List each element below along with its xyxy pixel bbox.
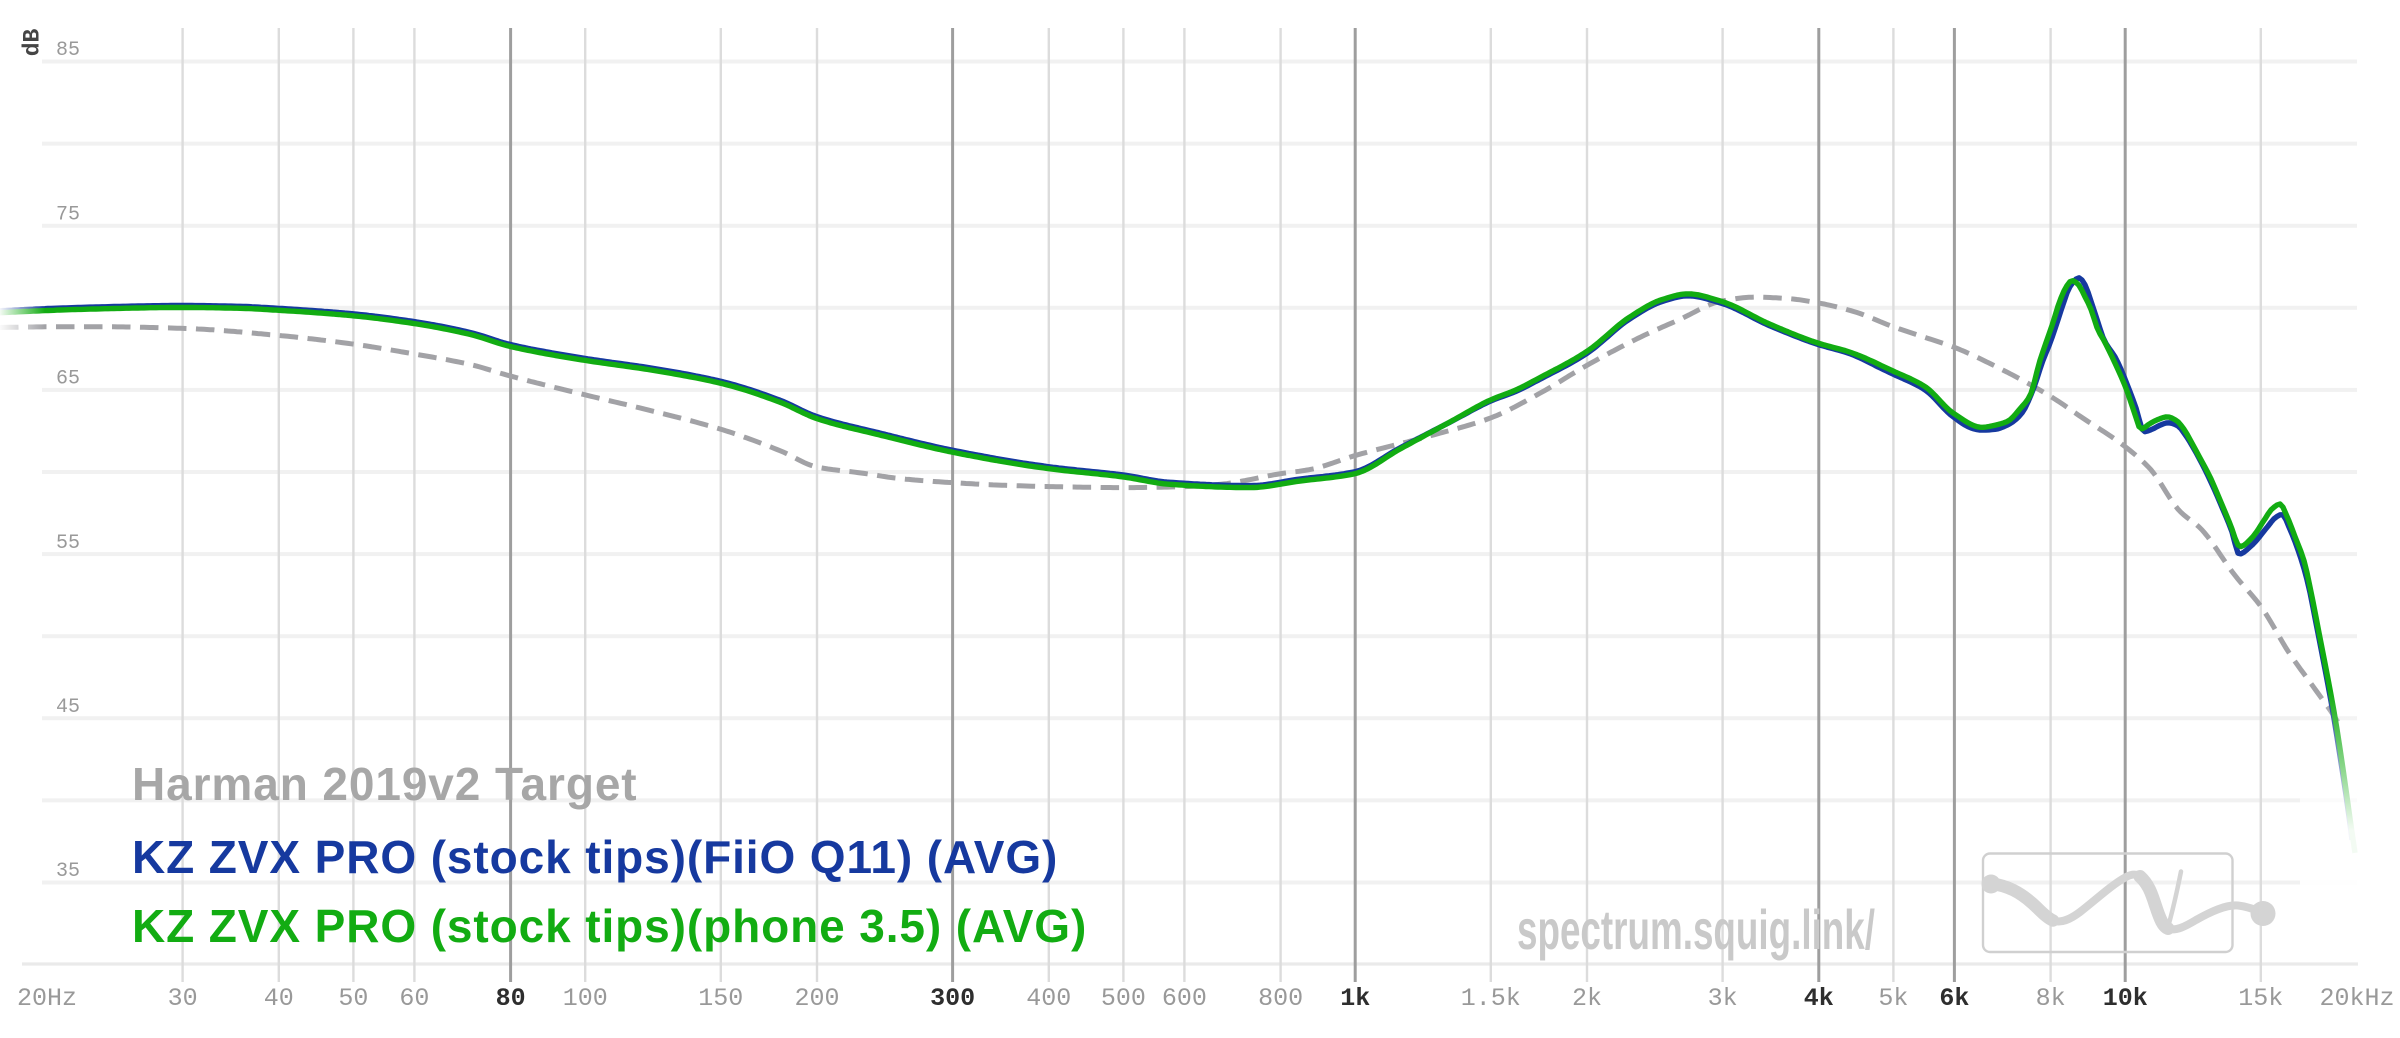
- svg-text:4k: 4k: [1804, 984, 1834, 1013]
- svg-text:60: 60: [399, 984, 429, 1013]
- svg-text:400: 400: [1026, 984, 1071, 1013]
- svg-text:85: 85: [56, 39, 80, 62]
- svg-text:500: 500: [1101, 984, 1146, 1013]
- svg-text:200: 200: [794, 984, 839, 1013]
- svg-text:6k: 6k: [1939, 984, 1969, 1013]
- svg-text:1.5k: 1.5k: [1461, 984, 1521, 1013]
- svg-text:KZ ZVX PRO (stock tips)(FiiO Q: KZ ZVX PRO (stock tips)(FiiO Q11) (AVG): [132, 831, 1058, 883]
- svg-text:65: 65: [56, 368, 80, 391]
- svg-text:1k: 1k: [1340, 984, 1370, 1013]
- svg-text:2k: 2k: [1572, 984, 1602, 1013]
- svg-text:KZ ZVX PRO (stock tips)(phone: KZ ZVX PRO (stock tips)(phone 3.5) (AVG): [132, 900, 1087, 952]
- svg-text:Harman 2019v2 Target: Harman 2019v2 Target: [132, 758, 638, 810]
- svg-text:15k: 15k: [2238, 984, 2283, 1013]
- svg-text:3k: 3k: [1708, 984, 1738, 1013]
- svg-text:8k: 8k: [2036, 984, 2066, 1013]
- svg-text:150: 150: [698, 984, 743, 1013]
- svg-text:50: 50: [338, 984, 368, 1013]
- svg-text:10k: 10k: [2103, 984, 2148, 1013]
- svg-text:45: 45: [56, 696, 80, 719]
- svg-text:55: 55: [56, 532, 80, 555]
- svg-text:20Hz: 20Hz: [17, 984, 77, 1013]
- svg-text:dB: dB: [20, 29, 46, 57]
- svg-text:20kHz: 20kHz: [2319, 984, 2394, 1013]
- svg-text:40: 40: [264, 984, 294, 1013]
- svg-text:5k: 5k: [1878, 984, 1908, 1013]
- svg-text:35: 35: [56, 860, 80, 883]
- svg-text:300: 300: [930, 984, 975, 1013]
- svg-text:100: 100: [563, 984, 608, 1013]
- svg-text:600: 600: [1162, 984, 1207, 1013]
- svg-text:800: 800: [1258, 984, 1303, 1013]
- svg-text:75: 75: [56, 203, 80, 226]
- svg-text:spectrum.squig.link/: spectrum.squig.link/: [1517, 898, 1875, 961]
- svg-text:80: 80: [496, 984, 526, 1013]
- svg-text:30: 30: [168, 984, 198, 1013]
